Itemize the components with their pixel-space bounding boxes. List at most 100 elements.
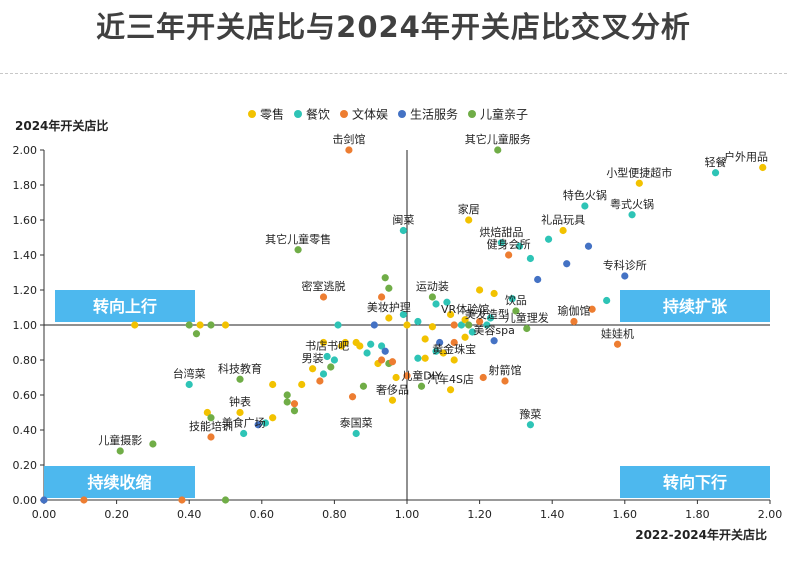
data-point <box>526 254 535 263</box>
data-point <box>603 296 611 305</box>
data-point-label: 密室逃脱 <box>302 279 346 293</box>
quadrant-box-bottom-left <box>44 466 195 498</box>
data-point <box>221 496 230 504</box>
data-point <box>559 226 567 235</box>
data-point <box>356 342 364 350</box>
data-point-label: 烘焙甜品 <box>479 225 523 239</box>
data-point <box>505 251 513 259</box>
data-point <box>515 242 524 250</box>
data-point <box>436 338 444 347</box>
y-tick-label: 0.60 <box>13 389 38 402</box>
data-point <box>450 356 458 364</box>
data-point <box>207 414 215 422</box>
data-point <box>348 393 357 401</box>
data-point <box>261 419 270 427</box>
data-point <box>432 300 440 308</box>
quadrant-box-top-left <box>55 290 195 322</box>
data-point <box>483 321 491 329</box>
data-point <box>381 274 389 282</box>
data-point <box>534 275 542 284</box>
data-point <box>116 447 124 455</box>
data-point <box>584 242 593 250</box>
data-point <box>476 317 484 326</box>
data-point-label: 轻餐 <box>705 155 727 169</box>
data-point <box>388 396 397 404</box>
data-point <box>327 363 335 371</box>
data-point-label: 专科诊所 <box>603 258 647 272</box>
data-point <box>385 284 393 292</box>
y-tick-label: 0.80 <box>13 354 38 367</box>
data-point <box>290 400 299 408</box>
data-point-label: 闽菜 <box>392 214 414 227</box>
quadrant-label-bottom-left: 持续收缩 <box>87 473 151 492</box>
data-point-label: 男装 <box>302 352 324 365</box>
data-point <box>526 421 535 429</box>
quadrant-box-top-right <box>620 290 770 322</box>
data-point <box>294 246 302 254</box>
data-point <box>283 398 291 406</box>
data-point <box>290 407 299 415</box>
data-point <box>461 316 469 324</box>
data-point-label: 运动装 <box>416 280 449 293</box>
data-point <box>192 330 201 338</box>
data-point <box>359 382 368 390</box>
quadrant-label-bottom-right: 转向下行 <box>663 473 727 492</box>
data-point <box>759 163 767 172</box>
data-point <box>381 347 389 355</box>
y-tick-label: 1.40 <box>13 249 38 262</box>
data-point <box>221 321 230 329</box>
data-point <box>439 349 447 357</box>
data-point <box>468 328 476 336</box>
data-point <box>570 317 578 326</box>
y-tick-label: 1.20 <box>13 284 38 297</box>
data-point-label: 射箭馆 <box>489 363 522 377</box>
data-point-label: 豫菜 <box>519 408 541 421</box>
data-point <box>236 408 244 417</box>
data-point <box>207 433 215 441</box>
x-tick-label: 0.60 <box>250 508 275 521</box>
data-point-label: 特色火锅 <box>563 188 607 202</box>
data-point <box>236 375 244 383</box>
y-axis-label: 2024年开关店比 <box>15 118 108 133</box>
legend-label-3: 生活服务 <box>410 107 458 122</box>
data-point <box>414 317 422 326</box>
data-point-label: 瑜伽馆 <box>557 304 590 318</box>
legend-label-1: 餐饮 <box>306 107 330 122</box>
data-point <box>621 272 629 280</box>
quadrant-label-top-right: 持续扩张 <box>663 297 728 316</box>
data-point <box>501 377 509 385</box>
chart-title: 近三年开关店比与2024年开关店比交叉分析 <box>96 10 691 44</box>
data-point <box>588 305 596 313</box>
data-point-label: 台湾菜 <box>173 367 206 381</box>
data-point <box>149 440 157 448</box>
x-tick-label: 1.60 <box>613 508 638 521</box>
data-point <box>465 216 473 224</box>
data-point-label: 饮品 <box>505 294 527 307</box>
data-point-label: 其它儿童服务 <box>465 132 531 146</box>
data-point <box>446 386 455 394</box>
data-point <box>399 310 407 319</box>
x-tick-label: 0.40 <box>177 508 202 521</box>
data-point <box>240 429 248 438</box>
data-point-label: 美发造型 <box>465 307 509 321</box>
data-point <box>446 310 455 319</box>
data-point-label: 儿童摄影 <box>98 433 142 447</box>
data-point <box>80 496 88 504</box>
data-point-label: 汽车4S店 <box>427 372 474 386</box>
data-point <box>476 286 484 294</box>
y-tick-label: 0.20 <box>13 459 38 472</box>
data-point <box>544 235 553 243</box>
y-tick-label: 1.80 <box>13 179 38 192</box>
data-point-label: 礼品玩具 <box>541 213 585 227</box>
data-point <box>352 429 360 438</box>
data-point <box>417 382 426 390</box>
data-point <box>403 321 411 329</box>
data-point <box>479 373 487 382</box>
data-point <box>203 408 211 417</box>
data-point-label: 家居 <box>458 202 480 216</box>
data-point <box>283 391 291 399</box>
data-point <box>377 342 386 350</box>
legend-marker-0 <box>248 110 256 118</box>
y-tick-label: 2.00 <box>13 144 38 157</box>
